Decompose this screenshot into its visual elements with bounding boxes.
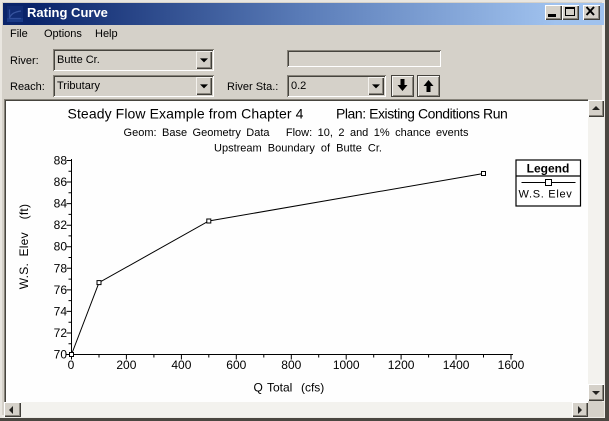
svg-text:W.S. Elev (ft): W.S. Elev (ft) xyxy=(17,204,31,290)
svg-text:Upstream Boundary of Butte Cr.: Upstream Boundary of Butte Cr. xyxy=(214,143,382,155)
svg-text:Plan: Existing Conditions Run: Plan: Existing Conditions Run xyxy=(336,106,507,122)
svg-text:76: 76 xyxy=(54,283,68,297)
svg-text:Geom: Base Geometry Data Flo: Geom: Base Geometry Data Flow: 10, 2 and… xyxy=(124,127,469,139)
svg-text:80: 80 xyxy=(54,240,68,254)
svg-text:74: 74 xyxy=(54,304,68,318)
svg-text:84: 84 xyxy=(54,197,68,211)
svg-text:W.S. Elev: W.S. Elev xyxy=(519,189,573,201)
svg-text:1400: 1400 xyxy=(443,358,470,372)
svg-text:1000: 1000 xyxy=(333,358,360,372)
svg-text:Legend: Legend xyxy=(527,162,570,176)
svg-text:400: 400 xyxy=(171,358,191,372)
svg-text:200: 200 xyxy=(116,358,136,372)
svg-text:0: 0 xyxy=(68,358,75,372)
svg-text:1600: 1600 xyxy=(498,358,525,372)
svg-text:82: 82 xyxy=(54,218,68,232)
svg-text:86: 86 xyxy=(54,175,68,189)
svg-text:70: 70 xyxy=(54,348,68,362)
svg-text:88: 88 xyxy=(54,154,68,168)
svg-text:Q Total (cfs): Q Total (cfs) xyxy=(254,381,325,395)
svg-text:Steady Flow Example from Chapt: Steady Flow Example from Chapter 4 xyxy=(68,106,304,122)
svg-text:1200: 1200 xyxy=(388,358,415,372)
svg-text:72: 72 xyxy=(54,326,68,340)
svg-text:78: 78 xyxy=(54,261,68,275)
svg-text:600: 600 xyxy=(226,358,246,372)
svg-text:800: 800 xyxy=(281,358,301,372)
